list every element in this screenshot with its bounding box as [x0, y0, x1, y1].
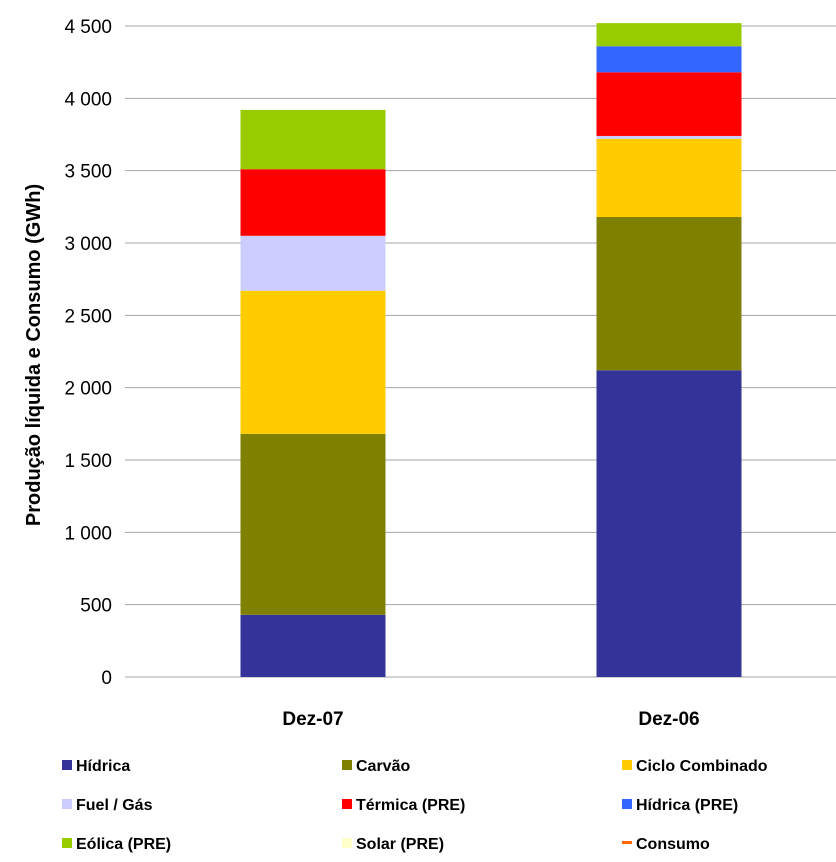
- legend-swatch: [342, 799, 352, 809]
- legend-swatch: [62, 838, 72, 848]
- bars: [240, 23, 742, 677]
- bar-segment: [240, 433, 386, 615]
- y-tick-label: 0: [101, 668, 112, 689]
- legend-item: Consumo: [622, 836, 710, 853]
- legend-swatch: [62, 760, 72, 770]
- legend-label: Ciclo Combinado: [636, 758, 768, 775]
- legend-label: Hídrica: [76, 758, 130, 775]
- legend-label: Consumo: [636, 836, 710, 853]
- legend-label: Fuel / Gás: [76, 797, 153, 814]
- legend-swatch: [62, 799, 72, 809]
- legend-item: Térmica (PRE): [342, 797, 465, 814]
- bar-segment: [596, 370, 742, 677]
- legend-item: Hídrica: [62, 758, 130, 775]
- x-category-label: Dez-06: [638, 709, 699, 730]
- bar-segment: [240, 614, 386, 677]
- y-tick-label: 2 000: [64, 379, 112, 400]
- legend-item: Fuel / Gás: [62, 797, 153, 814]
- y-tick-label: 3 000: [64, 234, 112, 255]
- legend-swatch: [622, 799, 632, 809]
- y-tick-labels: 0 500 1 000 1 500 2 000 2 500 3 000 3 500 4 000 4…: [64, 17, 112, 689]
- bar-segment: [240, 169, 386, 236]
- legend-item: Eólica (PRE): [62, 836, 171, 853]
- bar-segment: [240, 290, 386, 434]
- bar-segment: [240, 109, 386, 170]
- legend-item: Carvão: [342, 758, 410, 775]
- legend-label: Hídrica (PRE): [636, 797, 738, 814]
- legend-label: Solar (PRE): [356, 836, 444, 853]
- legend-label: Eólica (PRE): [76, 836, 171, 853]
- legend-label: Térmica (PRE): [356, 797, 465, 814]
- legend-line-marker: [622, 841, 632, 844]
- bar-segment: [596, 138, 742, 217]
- y-tick-label: 1 500: [64, 451, 112, 472]
- bar-segment: [596, 216, 742, 371]
- legend-swatch: [622, 760, 632, 770]
- y-tick-label: 2 500: [64, 306, 112, 327]
- bar-segment: [596, 23, 742, 47]
- legend-swatch: [342, 838, 352, 848]
- bar-segment: [596, 72, 742, 136]
- legend-item: Ciclo Combinado: [622, 758, 768, 775]
- legend-swatch: [342, 760, 352, 770]
- legend-label: Carvão: [356, 758, 410, 775]
- y-tick-label: 4 000: [64, 89, 112, 110]
- y-tick-label: 1 000: [64, 523, 112, 544]
- legend-item: Hídrica (PRE): [622, 797, 738, 814]
- bar-segment: [596, 135, 742, 139]
- y-tick-label: 4 500: [64, 17, 112, 38]
- bar-segment: [596, 46, 742, 73]
- bar-segment: [240, 235, 386, 291]
- x-category-labels: Dez-07 Dez-06: [282, 709, 699, 730]
- y-axis-label: Produção líquida e Consumo (GWh): [23, 184, 45, 526]
- legend: Hídrica Carvão Ciclo Combinado Fuel / Gás Té…: [62, 758, 768, 853]
- y-tick-label: 3 500: [64, 162, 112, 183]
- legend-item: Solar (PRE): [342, 836, 444, 853]
- y-tick-label: 500: [80, 596, 112, 617]
- x-category-label: Dez-07: [282, 709, 343, 730]
